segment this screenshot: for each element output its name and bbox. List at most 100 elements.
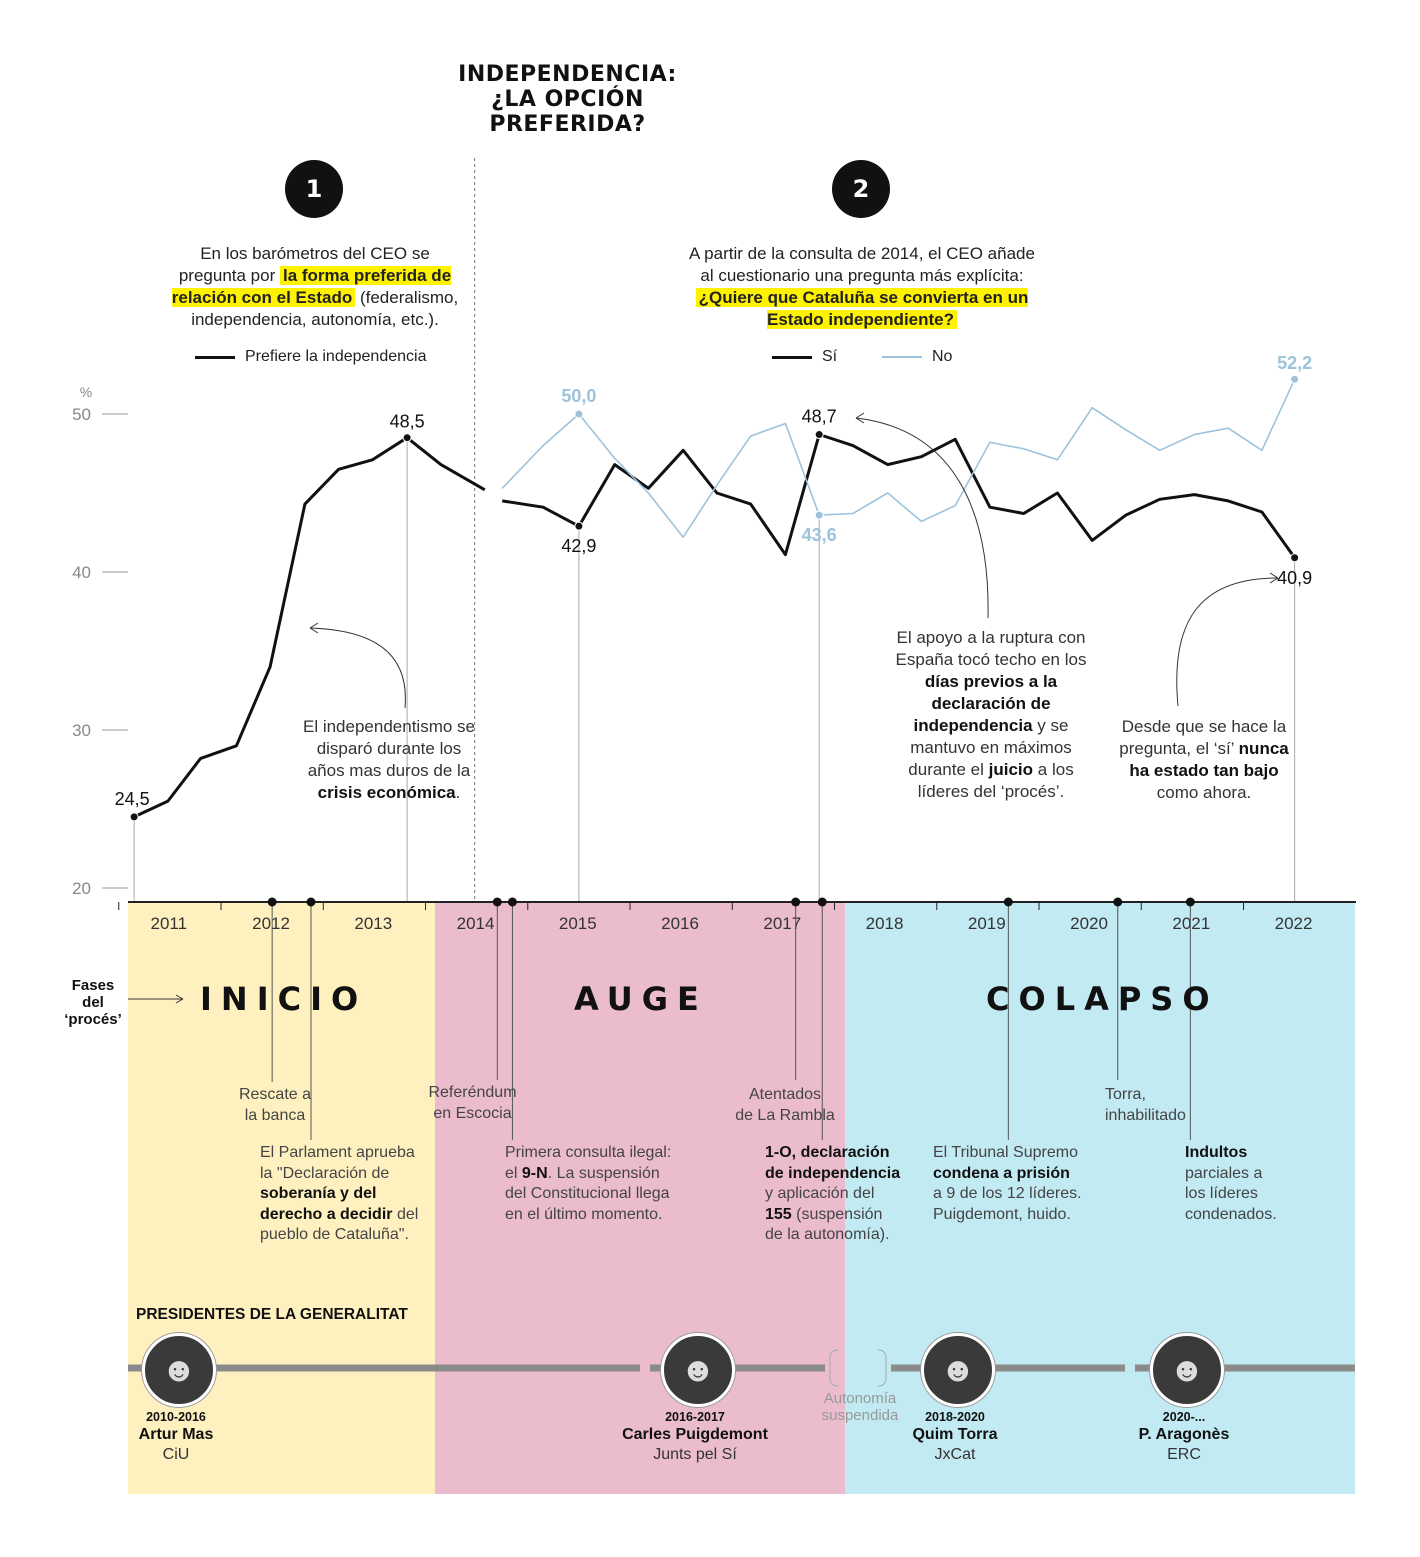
- event-line: del Constitucional llega: [505, 1184, 705, 1205]
- annotation-techo: El apoyo a la ruptura con España tocó te…: [895, 627, 1087, 803]
- event-text: El Parlament aprueba la "Declaración de so…: [260, 1143, 430, 1246]
- intro-text: (federalismo, independencia, autonomía, …: [191, 288, 459, 329]
- legend-swatch-no: [882, 356, 922, 358]
- phase-band-auge: [435, 902, 845, 1494]
- legend-label: Sí: [822, 348, 838, 365]
- legend-si: Sí: [772, 348, 837, 366]
- event-span: en el último momento.: [505, 1205, 663, 1223]
- event-span: los líderes: [1185, 1185, 1258, 1202]
- president-party: Junts pel Sí: [653, 1446, 737, 1463]
- data-label: 48,5: [390, 412, 425, 432]
- annotation-text: y se mantuvo en máximos durante el: [908, 716, 1072, 779]
- president-party: JxCat: [934, 1446, 976, 1463]
- event-line: en el último momento.: [505, 1205, 705, 1226]
- legend-swatch-si: [772, 355, 812, 359]
- data-point: [129, 812, 139, 822]
- presidents-heading: PRESIDENTES DE LA GENERALITAT: [136, 1306, 408, 1323]
- page-title: INDEPENDENCIA: ¿LA OPCIÓN PREFERIDA?: [400, 62, 735, 137]
- fases-line: Fases: [71, 977, 115, 994]
- event-span: a 9 de los 12 líderes.: [933, 1185, 1082, 1202]
- annotation-text: .: [455, 783, 461, 802]
- event-span: Torra,: [1105, 1086, 1146, 1103]
- annotation-arrowhead: [855, 412, 865, 424]
- event-span: . La suspensión: [547, 1164, 660, 1182]
- event-span: del Constitucional llega: [505, 1185, 670, 1202]
- event-bold: de independencia: [765, 1164, 901, 1182]
- event-span: inhabilitado: [1105, 1106, 1186, 1124]
- annotation-bajo: Desde que se hace la pregunta, el ‘sí’ n…: [1112, 716, 1296, 804]
- phase-title-colapso: COLAPSO: [986, 980, 1219, 1018]
- president-puigdemont: 2016-2017 Carles Puigdemont Junts pel Sí: [595, 1410, 795, 1464]
- event-span: el: [505, 1164, 522, 1182]
- president-torra: 2018-2020 Quim Torra JxCat: [855, 1410, 1055, 1464]
- autonomia-suspendida: Autonomía suspendida: [821, 1390, 899, 1424]
- event-line: inhabilitado: [1105, 1106, 1215, 1127]
- data-point: [1290, 553, 1300, 563]
- event-span: en Escocia: [433, 1104, 512, 1122]
- intro-highlight: ¿Quiere que Cataluña se convierta en un …: [695, 288, 1029, 329]
- event-line: Atentados: [720, 1085, 850, 1106]
- annotation-bold: nunca ha estado tan bajo: [1129, 739, 1289, 780]
- event-span: Puigdemont, huido.: [933, 1205, 1071, 1223]
- section-2-intro: A partir de la consulta de 2014, el CEO …: [672, 243, 1052, 331]
- intro-text: al cuestionario una pregunta más explíci…: [700, 266, 1024, 285]
- y-tick-label: 20: [72, 879, 91, 898]
- event-text: Torra, inhabilitado: [1105, 1085, 1215, 1126]
- series-line-no: [501, 378, 1296, 539]
- event-line: derecho a decidir del: [260, 1205, 430, 1226]
- event-line: Torra,: [1105, 1085, 1215, 1106]
- data-label: 42,9: [561, 536, 596, 556]
- event-line: El Parlament aprueba: [260, 1143, 430, 1164]
- annotation-text: Desde que se hace la pregunta, el ‘sí’: [1119, 717, 1287, 758]
- event-span: El Parlament aprueba: [260, 1144, 415, 1161]
- event-span: y aplicación del: [765, 1185, 875, 1202]
- event-bold: condena a prisión: [933, 1164, 1070, 1182]
- legend-independencia: Prefiere la independencia: [195, 348, 426, 366]
- annotation-arrowhead: [1269, 572, 1279, 584]
- title-line: INDEPENDENCIA:: [458, 62, 677, 87]
- event-span: la banca: [244, 1106, 306, 1124]
- data-label: 50,0: [561, 386, 596, 406]
- annotation-text: El independentismo se disparó durante lo…: [302, 717, 475, 780]
- event-bold: 9-N: [521, 1164, 548, 1182]
- president-artur-mas: 2010-2016 Artur Mas CiU: [76, 1410, 276, 1464]
- president-aragones: 2020-... P. Aragonès ERC: [1084, 1410, 1284, 1464]
- avatar-artur-mas: ☻: [142, 1333, 216, 1407]
- avatar-puigdemont: ☻: [661, 1333, 735, 1407]
- president-years: 2018-2020: [925, 1410, 985, 1424]
- section-2-badge: 2: [832, 160, 890, 218]
- annotation-arrow-techo: [855, 417, 989, 619]
- legend-label: No: [932, 348, 953, 365]
- event-span: del: [392, 1205, 419, 1223]
- event-line: Rescate a: [220, 1085, 330, 1106]
- event-line: El Tribunal Supremo: [933, 1143, 1103, 1164]
- section-1-badge: 1: [285, 160, 343, 218]
- data-point: [574, 521, 584, 531]
- legend-swatch: [195, 355, 235, 359]
- event-span: Primera consulta ilegal:: [505, 1144, 672, 1161]
- data-label: 52,2: [1277, 353, 1312, 373]
- event-text: Indultos parciales a los líderes condenados…: [1185, 1143, 1305, 1225]
- legend-no: No: [882, 348, 952, 366]
- data-point: [814, 430, 824, 440]
- event-line: soberanía y del: [260, 1184, 430, 1205]
- phase-band-colapso: [845, 902, 1355, 1494]
- annotation-bold: juicio: [988, 760, 1034, 779]
- event-line: condenados.: [1185, 1205, 1305, 1226]
- annotation-bold: días previos a la declaración de indepen…: [913, 672, 1058, 735]
- event-span: parciales a: [1185, 1164, 1263, 1182]
- event-line: Indultos: [1185, 1143, 1305, 1164]
- fases-label: Fases del ‘procés’: [60, 977, 126, 1028]
- data-point: [814, 510, 824, 520]
- annotation-text: como ahora.: [1156, 783, 1252, 802]
- president-name: Carles Puigdemont: [622, 1426, 768, 1443]
- y-tick-label: 40: [72, 563, 91, 582]
- title-line: PREFERIDA?: [489, 112, 646, 137]
- event-line: Referéndum: [425, 1083, 520, 1104]
- phase-title-inicio: INICIO: [200, 980, 368, 1018]
- event-line: y aplicación del: [765, 1184, 915, 1205]
- data-label: 43,6: [802, 525, 837, 545]
- annotation-bold: crisis económica: [317, 783, 456, 802]
- data-point: [574, 409, 584, 419]
- event-line: de independencia: [765, 1164, 915, 1185]
